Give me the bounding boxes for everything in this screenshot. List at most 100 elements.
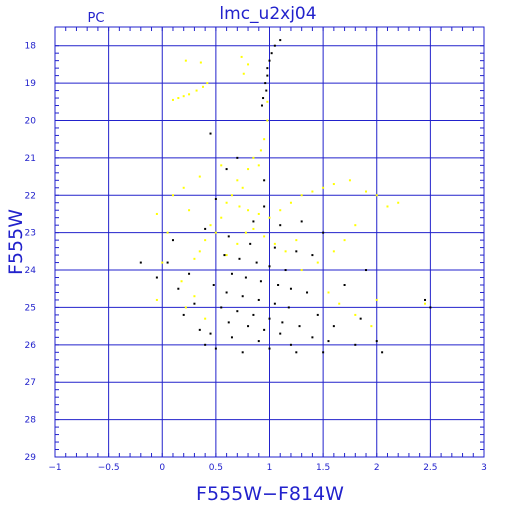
star-point-yellow — [161, 261, 164, 264]
star-point-yellow — [209, 224, 212, 227]
star-point-yellow — [263, 235, 266, 238]
star-point-black — [266, 67, 269, 70]
star-point-yellow — [225, 201, 228, 204]
star-point-black — [209, 132, 212, 135]
star-point-black — [268, 265, 271, 268]
star-point-yellow — [188, 209, 191, 212]
star-point-black — [252, 313, 255, 316]
star-point-black — [259, 280, 262, 283]
star-point-yellow — [252, 156, 255, 159]
x-tick-label: 2.5 — [423, 463, 437, 473]
star-point-yellow — [279, 209, 282, 212]
star-point-yellow — [240, 55, 243, 58]
star-point-yellow — [311, 190, 314, 193]
star-point-yellow — [225, 254, 228, 257]
star-point-black — [255, 261, 258, 264]
star-point-black — [252, 220, 255, 223]
star-point-black — [263, 205, 266, 208]
data-points — [139, 39, 432, 354]
star-point-black — [300, 220, 303, 223]
star-point-yellow — [155, 298, 158, 301]
y-tick-label: 18 — [25, 42, 37, 52]
star-point-black — [359, 317, 362, 320]
star-point-yellow — [244, 231, 247, 234]
star-point-yellow — [247, 168, 250, 171]
star-point-yellow — [182, 186, 185, 189]
star-point-yellow — [268, 216, 271, 219]
star-point-yellow — [332, 250, 335, 253]
star-point-black — [273, 302, 276, 305]
y-tick-label: 21 — [25, 154, 36, 164]
x-tick-label: 2 — [374, 463, 380, 473]
y-tick-label: 22 — [25, 191, 36, 201]
star-point-black — [265, 89, 268, 92]
star-point-black — [249, 242, 252, 245]
star-point-black — [139, 261, 142, 264]
star-point-black — [188, 272, 191, 275]
star-point-yellow — [266, 119, 269, 122]
star-point-yellow — [375, 194, 378, 197]
star-point-yellow — [182, 95, 185, 98]
y-tick-label: 20 — [25, 116, 37, 126]
star-point-black — [244, 276, 247, 279]
star-point-yellow — [202, 85, 205, 88]
star-point-black — [429, 306, 432, 309]
star-point-yellow — [257, 164, 260, 167]
star-point-black — [238, 257, 241, 260]
star-point-yellow — [177, 97, 180, 100]
star-point-yellow — [289, 201, 292, 204]
star-point-black — [260, 104, 263, 107]
star-point-yellow — [188, 93, 191, 96]
y-axis-title: F555W — [5, 209, 27, 275]
star-point-black — [177, 287, 180, 290]
star-point-yellow — [322, 186, 325, 189]
star-point-black — [343, 284, 346, 286]
star-point-black — [236, 156, 239, 159]
star-point-yellow — [155, 212, 158, 215]
star-point-yellow — [171, 194, 174, 197]
star-point-yellow — [316, 261, 319, 264]
star-point-black — [155, 276, 158, 279]
star-point-black — [193, 302, 196, 305]
star-point-black — [166, 261, 169, 264]
y-tick-label: 26 — [25, 341, 37, 351]
star-point-yellow — [184, 59, 187, 62]
star-point-yellow — [195, 89, 198, 92]
star-point-yellow — [397, 201, 400, 204]
star-point-black — [214, 347, 217, 350]
star-point-black — [273, 44, 276, 47]
star-point-black — [214, 198, 217, 200]
star-point-black — [268, 347, 271, 350]
star-point-black — [381, 351, 384, 354]
star-point-yellow — [300, 194, 303, 197]
star-point-black — [241, 351, 244, 354]
x-axis-title: F555W−F814W — [196, 483, 344, 505]
y-tick-label: 27 — [25, 378, 36, 388]
star-point-yellow — [424, 302, 427, 305]
chart-title: lmc_u2xj04 — [219, 4, 316, 24]
star-point-black — [295, 351, 298, 354]
star-point-black — [365, 269, 368, 272]
star-point-black — [225, 168, 228, 171]
star-point-yellow — [230, 194, 233, 197]
star-point-yellow — [247, 209, 250, 212]
star-point-yellow — [327, 291, 330, 294]
y-tick-label: 29 — [25, 453, 37, 463]
star-point-yellow — [184, 306, 187, 309]
star-point-black — [281, 321, 284, 324]
star-point-yellow — [204, 317, 207, 320]
star-point-black — [311, 254, 314, 257]
star-point-yellow — [238, 205, 241, 208]
x-tick-label: 1 — [267, 463, 273, 473]
star-point-yellow — [180, 280, 183, 283]
star-point-black — [182, 313, 185, 316]
star-point-black — [263, 328, 266, 331]
star-point-black — [223, 254, 226, 257]
x-tick-label: 0 — [159, 463, 165, 473]
star-point-yellow — [198, 175, 201, 178]
x-tick-labels: −1 −0.5 0 0.5 1 1.5 2 2.5 3 — [48, 463, 487, 473]
star-point-black — [424, 298, 427, 301]
star-point-black — [327, 340, 330, 343]
x-tick-label: 3 — [481, 463, 487, 473]
star-point-yellow — [214, 231, 217, 234]
